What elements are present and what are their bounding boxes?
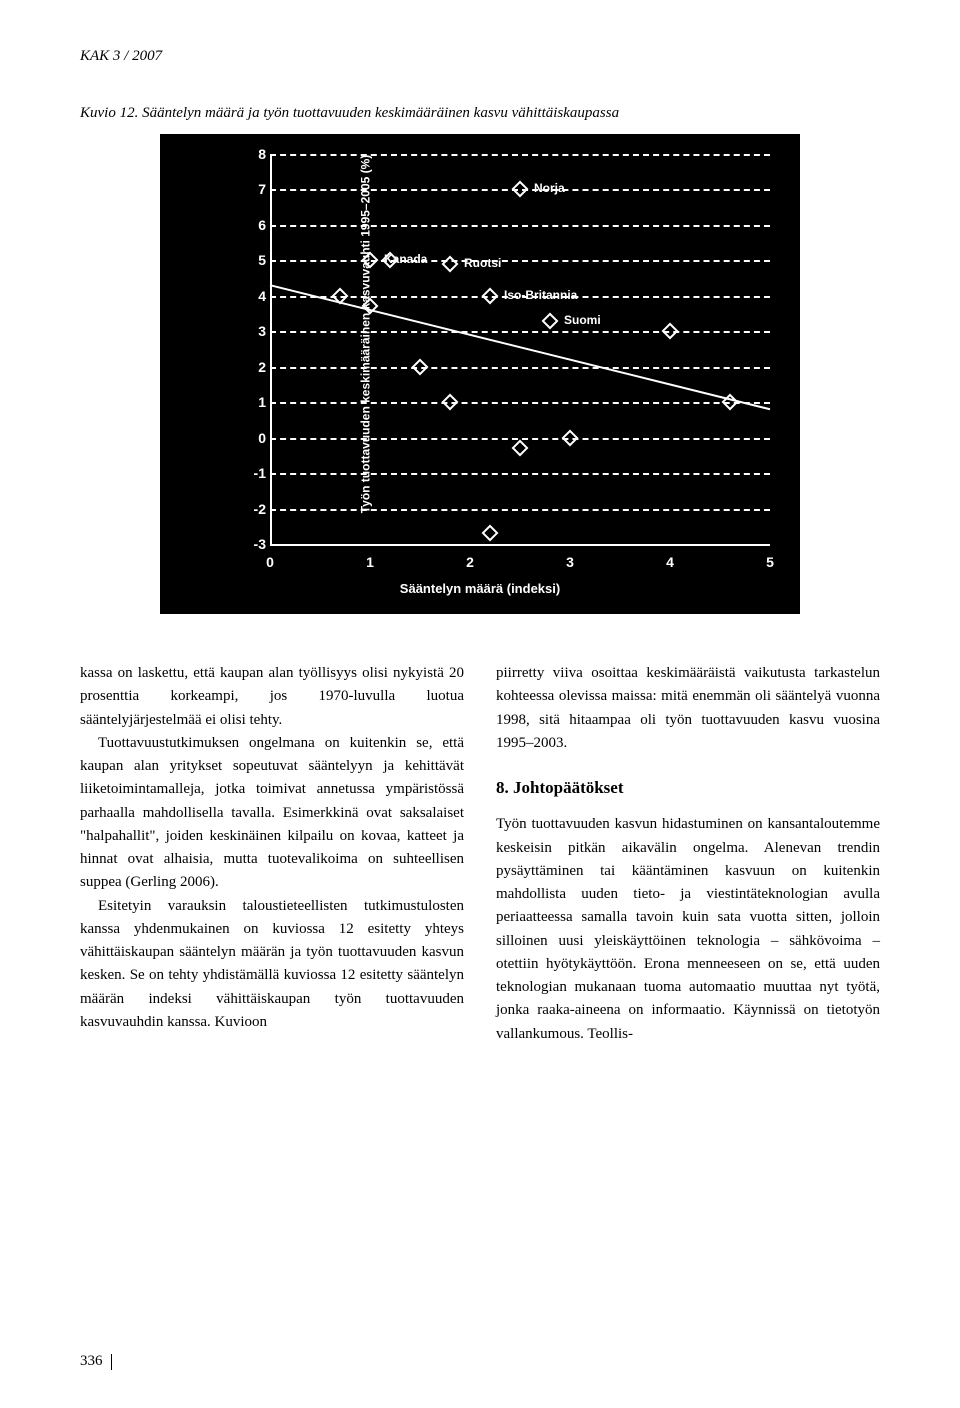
section-heading: 8. Johtopäätökset	[496, 775, 880, 801]
page-number: 336	[80, 1353, 112, 1370]
y-tick-label: -3	[236, 536, 266, 552]
x-tick-label: 4	[666, 554, 674, 570]
paragraph: kassa on laskettu, että kaupan alan työl…	[80, 662, 464, 732]
y-tick-label: 1	[236, 394, 266, 410]
grid-line	[270, 473, 770, 475]
grid-line	[270, 544, 770, 546]
grid-line	[270, 402, 770, 404]
grid-line	[270, 367, 770, 369]
x-tick-label: 1	[366, 554, 374, 570]
y-tick-label: 4	[236, 288, 266, 304]
data-label: Ruotsi	[464, 256, 501, 270]
y-axis-title: Työn tuottavuuden keskimääräinen kasvuva…	[358, 155, 372, 514]
page-header: KAK 3 / 2007	[80, 48, 880, 65]
paragraph: piirretty viiva osoittaa keskimääräistä …	[496, 662, 880, 755]
grid-line	[270, 154, 770, 156]
trend-line	[270, 154, 770, 544]
chart-plot-area: NorjaKanadaRuotsiIso-BritanniaSuomi	[270, 154, 770, 544]
x-tick-label: 2	[466, 554, 474, 570]
paragraph: Tuottavuustutkimuksen ongelmana on kuite…	[80, 732, 464, 895]
grid-line	[270, 331, 770, 333]
scatter-chart: NorjaKanadaRuotsiIso-BritanniaSuomi Työn…	[160, 134, 800, 614]
data-label: Norja	[534, 181, 565, 195]
data-label: Iso-Britannia	[504, 288, 577, 302]
figure-caption: Kuvio 12. Sääntelyn määrä ja työn tuotta…	[80, 105, 880, 122]
y-tick-label: 3	[236, 323, 266, 339]
paragraph: Esitetyin varauksin taloustieteellisten …	[80, 895, 464, 1035]
grid-line	[270, 260, 770, 262]
y-tick-label: 6	[236, 217, 266, 233]
x-tick-label: 5	[766, 554, 774, 570]
data-label: Suomi	[564, 313, 601, 327]
x-tick-label: 3	[566, 554, 574, 570]
y-tick-label: -2	[236, 501, 266, 517]
paragraph: Työn tuottavuuden kasvun hidastuminen on…	[496, 813, 880, 1046]
y-tick-label: 5	[236, 252, 266, 268]
y-tick-label: 7	[236, 181, 266, 197]
y-tick-label: 8	[236, 146, 266, 162]
body-columns: kassa on laskettu, että kaupan alan työl…	[80, 662, 880, 1046]
y-tick-label: -1	[236, 465, 266, 481]
y-tick-label: 0	[236, 430, 266, 446]
x-axis-title: Sääntelyn määrä (indeksi)	[400, 581, 560, 596]
x-tick-label: 0	[266, 554, 274, 570]
y-tick-label: 2	[236, 359, 266, 375]
grid-line	[270, 225, 770, 227]
grid-line	[270, 509, 770, 511]
